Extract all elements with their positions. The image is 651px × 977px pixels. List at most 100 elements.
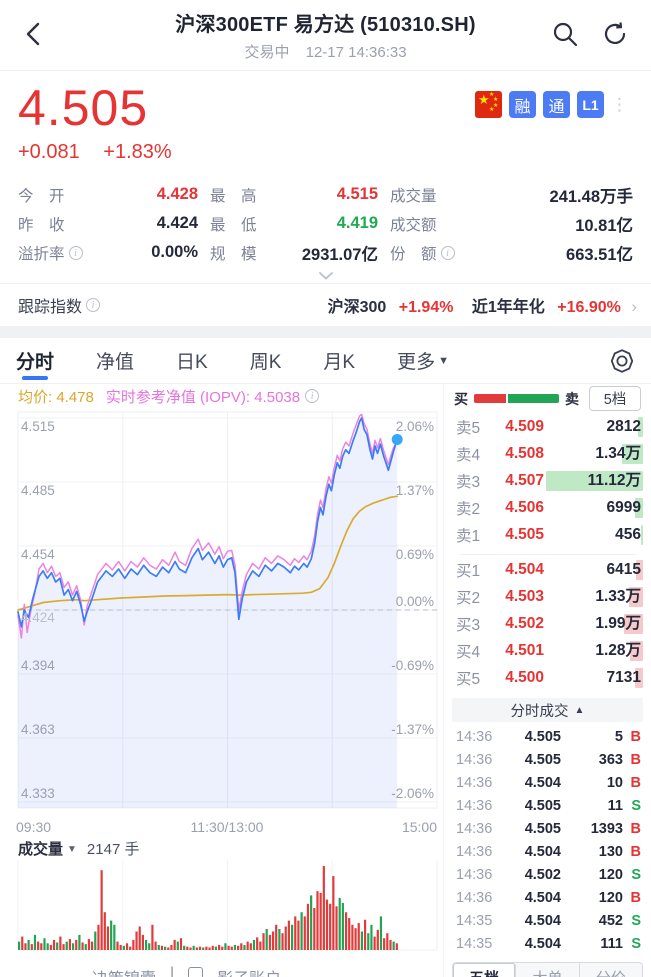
chart-tab-bar: 分时 净值 日K 周K 月K 更多 ▼ bbox=[0, 338, 651, 383]
stat-turnover: 成交额 10.81亿 bbox=[390, 216, 633, 235]
footer-tab-price-dist[interactable]: 分价 bbox=[580, 963, 642, 977]
stat-prev-close: 昨 收 4.424 bbox=[18, 214, 198, 234]
sell-row-3[interactable]: 卖3 4.507 11.12万 bbox=[456, 471, 643, 492]
refresh-icon[interactable] bbox=[601, 20, 629, 48]
trade-row[interactable]: 14:36 4.505 5 B bbox=[456, 725, 641, 748]
price-change-row: +0.081 +1.83% bbox=[18, 141, 633, 164]
caret-down-icon: ▼ bbox=[67, 843, 77, 855]
more-dots-icon[interactable]: ⋮ bbox=[611, 95, 628, 114]
sell-row-1[interactable]: 卖1 4.505 456 bbox=[456, 525, 643, 546]
trades-header[interactable]: 分时成交 ▲ bbox=[452, 697, 643, 723]
trade-price: 4.504 bbox=[524, 935, 561, 952]
buy-row-4[interactable]: 买4 4.501 1.28万 bbox=[456, 641, 643, 662]
trade-row[interactable]: 14:36 4.504 120 B bbox=[456, 886, 641, 909]
decision-tool-link[interactable]: 决策锦囊 bbox=[92, 965, 156, 977]
tab-nav[interactable]: 净值 bbox=[96, 352, 135, 373]
depth-bar bbox=[641, 525, 643, 546]
depth-bar bbox=[638, 417, 643, 438]
quote-datetime: 12-17 14:36:33 bbox=[305, 44, 407, 61]
trade-row[interactable]: 14:36 4.502 120 S bbox=[456, 863, 641, 886]
chevron-right-icon: › bbox=[631, 297, 637, 316]
svg-text:4.454: 4.454 bbox=[21, 547, 55, 562]
chevron-down-icon bbox=[318, 271, 333, 280]
trade-volume: 10 bbox=[606, 774, 623, 791]
stats-grid: 今 开 4.428 最 高 4.515 成交量 241.48万手 昨 收 4.4… bbox=[0, 176, 651, 267]
shadow-account-link[interactable]: 影子账户 bbox=[217, 965, 281, 977]
info-icon[interactable]: i bbox=[86, 298, 101, 312]
caret-down-icon: ▼ bbox=[438, 354, 449, 367]
tab-weekly-k[interactable]: 周K bbox=[249, 352, 282, 373]
iopv-legend: 实时参考净值 (IOPV): 4.5038 bbox=[105, 388, 301, 406]
svg-text:-2.06%: -2.06% bbox=[391, 786, 434, 801]
chart-legend: 均价: 4.478 实时参考净值 (IOPV): 4.5038 i bbox=[0, 384, 443, 408]
info-icon[interactable]: i bbox=[68, 245, 83, 260]
footer-tab-five-level[interactable]: 五档 bbox=[453, 963, 517, 977]
volume-chart[interactable] bbox=[0, 859, 443, 952]
trade-row[interactable]: 14:36 4.505 363 B bbox=[456, 748, 641, 771]
trade-row[interactable]: 14:36 4.504 130 B bbox=[456, 840, 641, 863]
badge-row: ★ ★ ★ ★ ★ 融 通 L1 ⋮ bbox=[475, 91, 628, 118]
footer-tab-big-orders[interactable]: 大单 bbox=[516, 963, 580, 977]
buy-label: 买 bbox=[454, 390, 468, 407]
intraday-chart[interactable]: 4.515 4.485 4.454 4.424 4.394 4.363 4.333 2.06%… bbox=[0, 408, 443, 812]
info-icon[interactable]: i bbox=[440, 245, 455, 260]
trade-side: B bbox=[630, 728, 641, 745]
buy-sell-gauge-row: 买 卖 5档 bbox=[444, 386, 651, 412]
search-icon[interactable] bbox=[551, 20, 579, 48]
divider bbox=[460, 549, 637, 555]
trade-price: 4.505 bbox=[524, 751, 561, 768]
sell-row-5[interactable]: 卖5 4.509 2812 bbox=[456, 417, 643, 438]
trade-side: B bbox=[630, 820, 641, 837]
connect-badge[interactable]: 通 bbox=[543, 91, 570, 118]
tracking-index-row[interactable]: 跟踪指数 i 沪深300 +1.94% 近1年年化 +16.90% › bbox=[18, 297, 637, 316]
china-flag-icon: ★ ★ ★ ★ ★ bbox=[475, 91, 502, 118]
price-change-pct: +1.83% bbox=[103, 141, 172, 163]
buy-row-5[interactable]: 买5 4.500 7131 bbox=[456, 668, 643, 689]
buy-row-3[interactable]: 买3 4.502 1.99万 bbox=[456, 614, 643, 635]
tab-minute[interactable]: 分时 bbox=[16, 338, 54, 383]
sell-row-4[interactable]: 卖4 4.508 1.34万 bbox=[456, 444, 643, 465]
expand-stats-button[interactable] bbox=[0, 267, 651, 283]
level1-badge[interactable]: L1 bbox=[577, 91, 604, 118]
trade-time: 14:35 bbox=[456, 912, 493, 929]
header: 沪深300ETF 易方达 (510310.SH) 交易中 12-17 14:36… bbox=[0, 0, 651, 70]
trade-price: 4.505 bbox=[524, 820, 561, 837]
trade-row[interactable]: 14:36 4.505 11 S bbox=[456, 794, 641, 817]
buy-row-1[interactable]: 买1 4.504 6415 bbox=[456, 560, 643, 581]
stat-high: 最 高 4.515 bbox=[210, 185, 378, 205]
tab-daily-k[interactable]: 日K bbox=[176, 352, 208, 373]
trade-volume: 1393 bbox=[590, 820, 623, 837]
svg-text:4.515: 4.515 bbox=[21, 419, 55, 434]
trade-row[interactable]: 14:35 4.504 452 S bbox=[456, 909, 641, 932]
checkbox-icon[interactable] bbox=[188, 967, 204, 977]
trade-price: 4.505 bbox=[524, 728, 561, 745]
trade-row[interactable]: 14:35 4.504 111 S bbox=[456, 932, 641, 955]
trade-price: 4.504 bbox=[524, 912, 561, 929]
trade-time: 14:36 bbox=[456, 843, 493, 860]
buy-row-2[interactable]: 买2 4.503 1.33万 bbox=[456, 587, 643, 608]
trade-row[interactable]: 14:36 4.505 1393 B bbox=[456, 817, 641, 840]
svg-text:4.363: 4.363 bbox=[21, 722, 55, 737]
bottom-toolbar: 决策锦囊 | 影子账户 bbox=[0, 957, 443, 977]
svg-text:2.06%: 2.06% bbox=[396, 419, 434, 434]
back-icon[interactable] bbox=[20, 20, 48, 48]
trade-side: S bbox=[631, 797, 641, 814]
main-area: 均价: 4.478 实时参考净值 (IOPV): 4.5038 i 4.515 4… bbox=[0, 384, 651, 977]
tab-more[interactable]: 更多 ▼ bbox=[397, 352, 449, 373]
svg-text:4.424: 4.424 bbox=[21, 610, 55, 625]
chart-settings-icon[interactable] bbox=[609, 348, 635, 374]
trades-list[interactable]: 14:36 4.505 5 B 14:36 4.505 363 B 14:36 4.… bbox=[444, 722, 651, 955]
info-icon[interactable]: i bbox=[305, 389, 320, 403]
divider bbox=[0, 383, 651, 384]
triangle-up-icon: ▲ bbox=[574, 704, 585, 716]
margin-badge[interactable]: 融 bbox=[509, 91, 536, 118]
tab-monthly-k[interactable]: 月K bbox=[323, 352, 356, 373]
five-level-button[interactable]: 5档 bbox=[589, 386, 641, 412]
trade-volume: 452 bbox=[598, 912, 623, 929]
sell-row-2[interactable]: 卖2 4.506 6999 bbox=[456, 498, 643, 519]
trade-row[interactable]: 14:36 4.504 10 B bbox=[456, 771, 641, 794]
volume-label[interactable]: 成交量 bbox=[18, 840, 64, 858]
trade-time: 14:36 bbox=[456, 889, 493, 906]
trade-volume: 363 bbox=[598, 751, 623, 768]
